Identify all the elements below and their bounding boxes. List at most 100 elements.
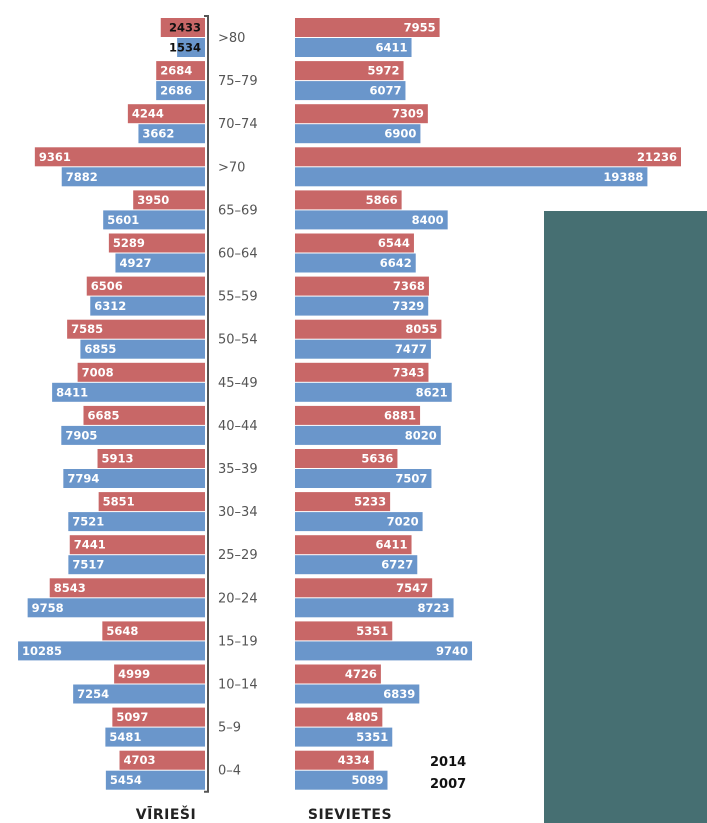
bar-men-2007-0 <box>177 38 205 57</box>
bar-women-2007-7 <box>295 339 431 359</box>
bar-women-2007-8 <box>295 382 452 402</box>
label-men-2007-4: 5601 <box>107 213 139 227</box>
label-men-2014-2: 4244 <box>132 107 164 121</box>
label-men-2007-8: 8411 <box>56 385 88 399</box>
bar-women-2014-4 <box>295 190 402 210</box>
bar-women-2014-16 <box>295 707 383 727</box>
bar-women-2007-13 <box>295 598 454 618</box>
bar-men-2007-2 <box>138 124 205 144</box>
bar-women-2007-17 <box>295 770 388 790</box>
label-women-2014-6: 7368 <box>393 279 425 293</box>
bar-men-2014-3 <box>34 147 206 167</box>
label-women-2007-4: 8400 <box>412 213 444 227</box>
label-men-2007-10: 7794 <box>67 472 99 486</box>
bar-women-2014-11 <box>295 492 391 512</box>
bar-women-2014-13 <box>295 578 433 598</box>
category-label-9: 40–44 <box>218 419 258 434</box>
category-label-11: 30–34 <box>218 505 258 520</box>
bar-men-2007-1 <box>156 81 205 101</box>
bar-women-2007-3 <box>295 167 648 187</box>
label-women-2007-16: 5351 <box>356 730 388 744</box>
label-women-2007-12: 6727 <box>381 558 413 572</box>
bar-women-2007-10 <box>295 469 432 488</box>
bar-women-2007-15 <box>295 684 420 704</box>
label-women-2007-10: 7507 <box>395 472 427 486</box>
bar-women-2014-17 <box>295 750 374 770</box>
bar-men-2007-16 <box>105 727 205 747</box>
label-men-2014-1: 2684 <box>160 64 192 78</box>
category-label-4: 65–69 <box>218 203 258 218</box>
label-men-2014-0: 2433 <box>169 21 201 35</box>
label-men-2014-14: 5648 <box>106 624 138 638</box>
bar-men-2007-4 <box>103 210 205 230</box>
category-label-6: 55–59 <box>218 290 258 305</box>
label-men-2007-15: 7254 <box>77 687 109 701</box>
overlay-panel <box>544 211 707 823</box>
bar-men-2014-1 <box>156 61 205 81</box>
label-women-2014-14: 5351 <box>356 624 388 638</box>
label-men-2014-12: 7441 <box>74 538 106 552</box>
bar-men-2007-11 <box>68 512 205 532</box>
bar-women-2014-14 <box>295 621 393 641</box>
label-men-2014-10: 5913 <box>102 452 134 466</box>
label-women-2007-3: 19388 <box>603 170 643 184</box>
label-women-2014-12: 6411 <box>376 538 408 552</box>
label-women-2014-8: 7343 <box>392 365 424 379</box>
category-label-13: 20–24 <box>218 591 258 606</box>
label-women-2014-0: 7955 <box>404 21 436 35</box>
label-women-2007-5: 6642 <box>380 256 412 270</box>
category-label-17: 0–4 <box>218 764 241 779</box>
category-label-0: >80 <box>218 31 245 46</box>
bar-men-2007-14 <box>18 641 205 661</box>
label-men-2007-5: 4927 <box>119 256 151 270</box>
bar-women-2014-0 <box>295 18 440 37</box>
label-men-2014-17: 4703 <box>124 753 156 767</box>
bar-men-2014-13 <box>49 578 205 598</box>
bar-women-2007-14 <box>295 641 473 661</box>
bar-women-2007-0 <box>295 38 412 57</box>
category-labels-layer: >80 75–79 70–74 >70 65–69 60–64 55–59 50–54 45–4… <box>218 31 258 779</box>
left-axis-title: VĪRIEŠI <box>136 805 196 823</box>
category-label-10: 35–39 <box>218 462 258 477</box>
label-women-2014-11: 5233 <box>354 495 386 509</box>
label-women-2014-13: 7547 <box>396 581 428 595</box>
label-men-2014-7: 7585 <box>71 322 103 336</box>
bar-men-2007-10 <box>63 469 205 488</box>
label-women-2014-4: 5866 <box>366 193 398 207</box>
label-women-2007-13: 8723 <box>418 601 450 615</box>
bar-women-2014-6 <box>295 276 429 296</box>
bar-men-2014-7 <box>67 319 205 339</box>
label-women-2014-16: 4805 <box>346 710 378 724</box>
bar-women-2007-12 <box>295 555 418 575</box>
category-label-12: 25–29 <box>218 548 258 563</box>
label-women-2014-5: 6544 <box>378 236 410 250</box>
label-men-2014-9: 6685 <box>87 408 119 422</box>
label-men-2007-12: 7517 <box>72 558 104 572</box>
label-women-2007-1: 6077 <box>369 84 401 98</box>
bar-women-2014-10 <box>295 449 398 468</box>
label-men-2014-11: 5851 <box>103 495 135 509</box>
label-women-2007-7: 7477 <box>395 342 427 356</box>
label-men-2007-13: 9758 <box>32 601 64 615</box>
bar-women-2014-12 <box>295 535 412 555</box>
label-men-2007-16: 5481 <box>109 730 141 744</box>
category-label-1: 75–79 <box>218 74 258 89</box>
label-men-2007-0: 1534 <box>169 41 201 55</box>
bar-men-2014-15 <box>114 664 205 684</box>
category-label-16: 5–9 <box>218 721 241 736</box>
bar-men-2014-6 <box>86 276 205 296</box>
bar-women-2007-2 <box>295 124 421 144</box>
category-label-2: 70–74 <box>218 117 258 132</box>
bar-men-2014-8 <box>77 362 205 382</box>
label-women-2014-9: 6881 <box>384 408 416 422</box>
bar-men-2007-9 <box>61 425 205 445</box>
label-women-2014-15: 4726 <box>345 667 377 681</box>
bar-women-2014-3 <box>295 147 681 167</box>
label-men-2007-17: 5454 <box>110 773 142 787</box>
bar-women-2014-2 <box>295 104 428 124</box>
bar-men-2014-10 <box>97 449 205 468</box>
bar-men-2014-5 <box>108 233 205 253</box>
center-axis-bracket <box>204 15 209 793</box>
label-men-2014-13: 8543 <box>54 581 86 595</box>
